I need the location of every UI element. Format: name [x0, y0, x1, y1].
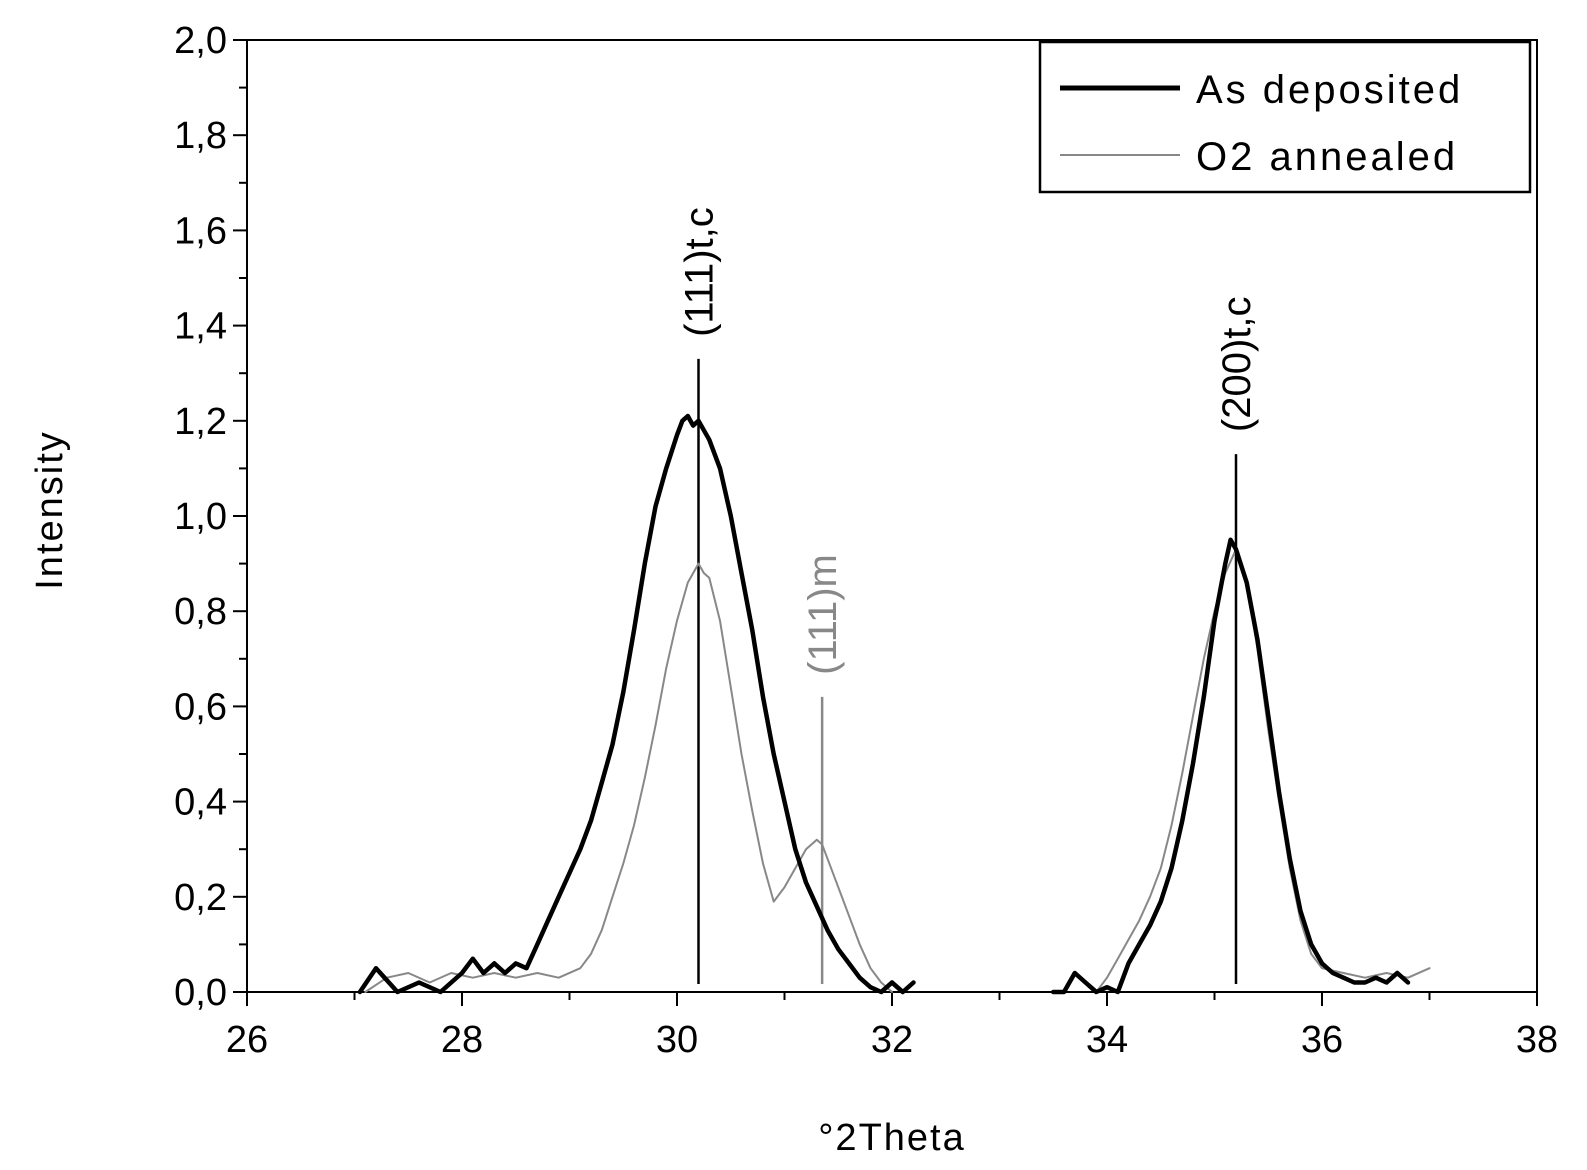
y-tick-label: 1,6 [174, 210, 227, 252]
y-tick-label: 0,2 [174, 877, 227, 919]
legend-label-as-deposited: As deposited [1196, 68, 1463, 112]
x-tick-label: 34 [1086, 1019, 1128, 1061]
peak-markers: (111)t,c (111)m (200)t,c [678, 207, 1259, 984]
series-layer [357, 413, 1431, 995]
legend-label-o2-annealed: O2 annealed [1196, 135, 1458, 179]
legend-box [1038, 40, 1532, 194]
x-tick-label: 26 [226, 1019, 268, 1061]
x-tick-label: 36 [1301, 1019, 1343, 1061]
y-axis: 0,0 0,2 0,4 0,6 0,8 1,0 1,2 1,4 1,6 1,8 2,0 [174, 20, 247, 1014]
y-axis-title: Intensity [29, 430, 71, 590]
peak-label: (111)m [801, 554, 845, 675]
peak-label: (200)t,c [1215, 297, 1259, 433]
y-tick-label: 1,0 [174, 496, 227, 538]
y-tick-label: 0,0 [174, 972, 227, 1014]
x-axis-title: °2Theta [818, 1117, 966, 1159]
x-tick-label: 28 [441, 1019, 483, 1061]
x-axis: 26 28 30 32 34 36 38 [226, 992, 1558, 1061]
series-line-as-deposited [357, 413, 916, 995]
series-line-o2-annealed [364, 562, 893, 993]
y-tick-label: 0,8 [174, 591, 227, 633]
y-tick-label: 0,6 [174, 686, 227, 728]
peak-label: (111)t,c [678, 207, 722, 337]
legend: As deposited O2 annealed [1038, 40, 1532, 194]
series-line-as-deposited [1051, 537, 1411, 995]
y-tick-label: 1,4 [174, 306, 227, 348]
y-tick-label: 2,0 [174, 20, 227, 62]
series-line-o2-annealed [1095, 548, 1431, 993]
x-tick-label: 30 [656, 1019, 698, 1061]
y-tick-label: 1,2 [174, 401, 227, 443]
x-tick-label: 32 [871, 1019, 913, 1061]
y-tick-label: 1,8 [174, 115, 227, 157]
x-tick-label: 38 [1516, 1019, 1558, 1061]
y-tick-label: 0,4 [174, 782, 227, 824]
